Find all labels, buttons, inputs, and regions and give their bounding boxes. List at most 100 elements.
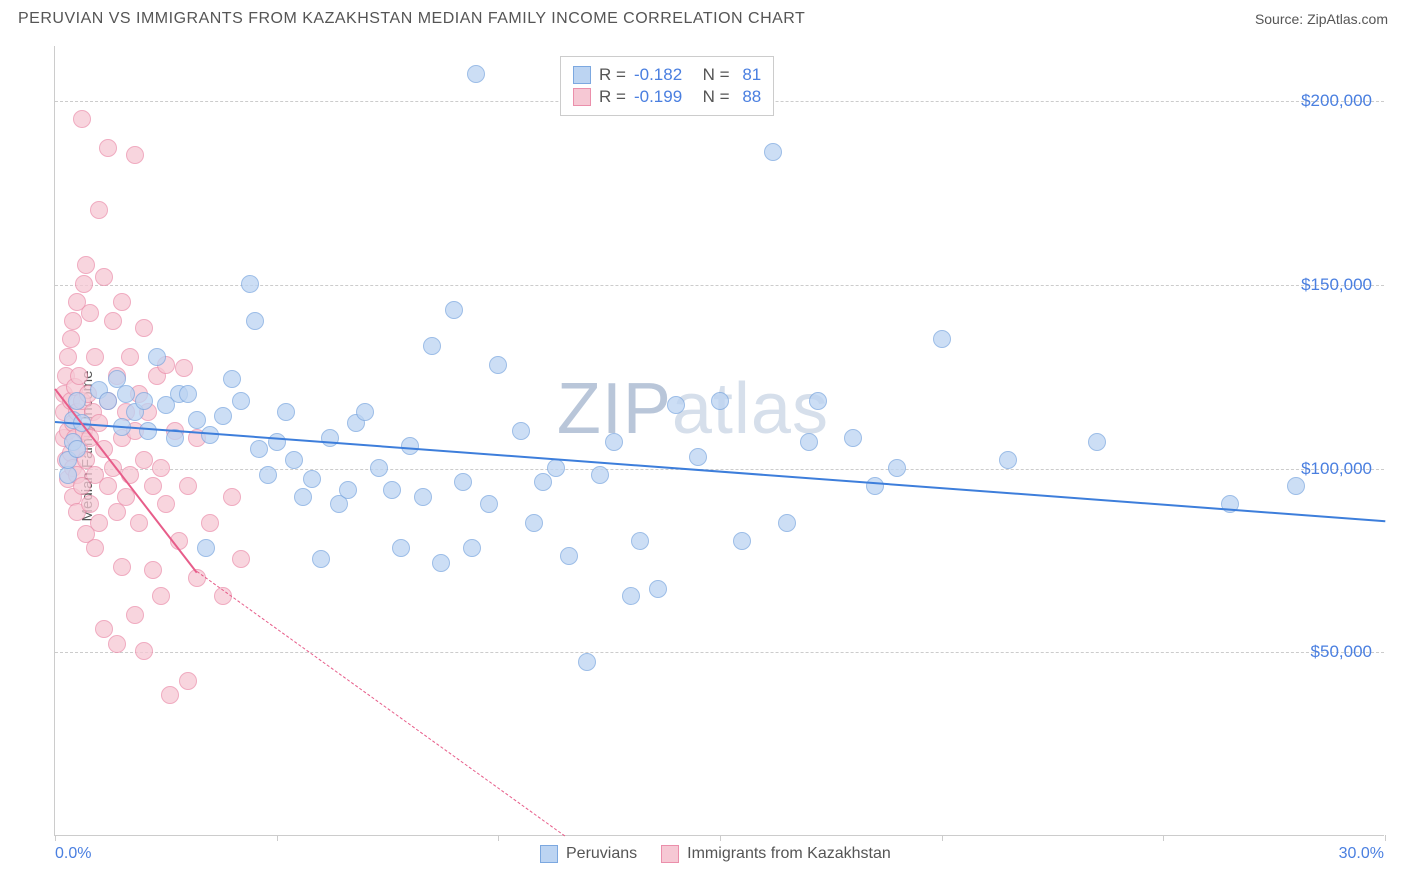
data-point: [1287, 477, 1305, 495]
gridline: [55, 469, 1384, 470]
x-tick: [277, 835, 278, 841]
chart-source: Source: ZipAtlas.com: [1255, 11, 1388, 27]
data-point: [356, 403, 374, 421]
data-point: [622, 587, 640, 605]
data-point: [454, 473, 472, 491]
data-point: [578, 653, 596, 671]
data-point: [223, 488, 241, 506]
x-tick-label: 30.0%: [1339, 845, 1384, 863]
stat-row: R = -0.182 N = 81: [573, 65, 761, 85]
data-point: [445, 301, 463, 319]
stat-r-value: -0.199: [634, 87, 690, 107]
data-point: [179, 385, 197, 403]
data-point: [75, 275, 93, 293]
data-point: [90, 514, 108, 532]
data-point: [148, 348, 166, 366]
legend-swatch: [573, 88, 591, 106]
data-point: [294, 488, 312, 506]
data-point: [383, 481, 401, 499]
y-tick-label: $200,000: [1301, 91, 1372, 111]
data-point: [223, 370, 241, 388]
data-point: [778, 514, 796, 532]
gridline: [55, 652, 1384, 653]
data-point: [90, 201, 108, 219]
stat-n-label: N =: [698, 65, 730, 85]
x-tick: [1163, 835, 1164, 841]
y-tick-label: $50,000: [1311, 642, 1372, 662]
source-prefix: Source:: [1255, 11, 1307, 27]
data-point: [99, 139, 117, 157]
data-point: [77, 256, 95, 274]
data-point: [866, 477, 884, 495]
chart-plot-area: $50,000$100,000$150,000$200,0000.0%30.0%…: [54, 46, 1384, 836]
data-point: [81, 304, 99, 322]
data-point: [414, 488, 432, 506]
data-point: [933, 330, 951, 348]
data-point: [339, 481, 357, 499]
data-point: [489, 356, 507, 374]
data-point: [432, 554, 450, 572]
data-point: [104, 312, 122, 330]
data-point: [161, 686, 179, 704]
data-point: [188, 411, 206, 429]
stat-row: R = -0.199 N = 88: [573, 87, 761, 107]
data-point: [1088, 433, 1106, 451]
data-point: [512, 422, 530, 440]
data-point: [605, 433, 623, 451]
data-point: [844, 429, 862, 447]
statistics-legend: R = -0.182 N = 81R = -0.199 N = 88: [560, 56, 774, 116]
data-point: [73, 110, 91, 128]
data-point: [108, 635, 126, 653]
data-point: [232, 392, 250, 410]
data-point: [232, 550, 250, 568]
data-point: [135, 392, 153, 410]
data-point: [157, 495, 175, 513]
data-point: [179, 672, 197, 690]
data-point: [144, 561, 162, 579]
data-point: [370, 459, 388, 477]
data-point: [95, 268, 113, 286]
legend-swatch: [540, 845, 558, 863]
data-point: [250, 440, 268, 458]
data-point: [649, 580, 667, 598]
data-point: [480, 495, 498, 513]
watermark: ZIPatlas: [557, 368, 829, 450]
data-point: [59, 348, 77, 366]
data-point: [135, 451, 153, 469]
data-point: [534, 473, 552, 491]
data-point: [560, 547, 578, 565]
x-tick: [1385, 835, 1386, 841]
data-point: [800, 433, 818, 451]
data-point: [733, 532, 751, 550]
legend-swatch: [661, 845, 679, 863]
data-point: [152, 587, 170, 605]
data-point: [999, 451, 1017, 469]
stat-r-value: -0.182: [634, 65, 690, 85]
legend-swatch: [573, 66, 591, 84]
stat-n-value: 88: [738, 87, 762, 107]
x-tick: [498, 835, 499, 841]
legend-label: Immigrants from Kazakhstan: [687, 845, 891, 863]
data-point: [312, 550, 330, 568]
stat-n-value: 81: [738, 65, 762, 85]
data-point: [547, 459, 565, 477]
data-point: [201, 514, 219, 532]
legend-label: Peruvians: [566, 845, 637, 863]
data-point: [99, 392, 117, 410]
data-point: [126, 606, 144, 624]
data-point: [121, 348, 139, 366]
x-tick: [720, 835, 721, 841]
data-point: [277, 403, 295, 421]
y-tick-label: $150,000: [1301, 275, 1372, 295]
data-point: [246, 312, 264, 330]
data-point: [711, 392, 729, 410]
data-point: [95, 620, 113, 638]
x-tick: [55, 835, 56, 841]
data-point: [135, 642, 153, 660]
y-tick-label: $100,000: [1301, 459, 1372, 479]
trend-line-extrapolated: [197, 572, 566, 837]
stat-n-label: N =: [698, 87, 730, 107]
data-point: [268, 433, 286, 451]
data-point: [179, 477, 197, 495]
x-tick: [942, 835, 943, 841]
